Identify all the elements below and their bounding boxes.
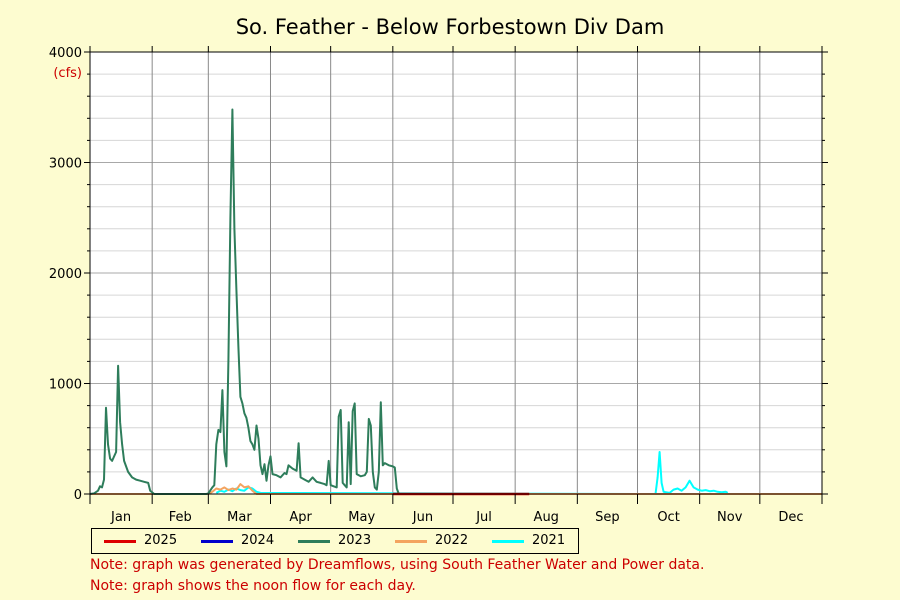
legend: 2025 2024 2023 2022 2021 <box>91 528 579 554</box>
series-line-2023 <box>89 108 516 495</box>
x-tick-label: May <box>348 510 375 525</box>
series-line-2021 <box>215 451 729 495</box>
x-tick-label: Feb <box>169 510 192 525</box>
note-noon-flow: Note: graph shows the noon flow for each… <box>90 578 416 594</box>
y-tick-label: 2000 <box>49 267 82 282</box>
x-tick-label: Jan <box>110 510 131 525</box>
x-tick-label: Aug <box>534 510 559 525</box>
y-tick-label: 0 <box>74 488 82 503</box>
legend-label-2024: 2024 <box>241 533 275 548</box>
x-tick-label: Jul <box>475 510 492 525</box>
y-tick-label: 4000 <box>49 46 82 61</box>
chart-title: So. Feather - Below Forbestown Div Dam <box>236 15 665 39</box>
x-tick-label: Dec <box>778 510 803 525</box>
x-tick-label: Sep <box>595 510 620 525</box>
legend-label-2023: 2023 <box>338 533 372 548</box>
legend-swatch-2023 <box>298 540 330 543</box>
legend-label-2021: 2021 <box>532 533 566 548</box>
legend-swatch-2024 <box>201 540 233 543</box>
note-data-source: Note: graph was generated by Dreamflows,… <box>90 557 705 573</box>
x-tick-label: Apr <box>289 510 312 525</box>
y-unit-label: (cfs) <box>53 66 82 81</box>
legend-label-2025: 2025 <box>144 533 178 548</box>
x-tick-label: Mar <box>227 510 252 525</box>
legend-swatch-2025 <box>104 540 136 543</box>
x-tick-label: Nov <box>717 510 743 525</box>
grid <box>90 52 822 494</box>
x-tick-label: Jun <box>412 510 433 525</box>
legend-swatch-2022 <box>395 540 427 543</box>
legend-label-2022: 2022 <box>435 533 469 548</box>
axes: 0 1000 2000 3000 4000 Jan Feb Mar Apr May Jun Jul Au… <box>49 46 828 525</box>
y-tick-label: 1000 <box>49 378 82 393</box>
x-tick-label: Oct <box>657 510 679 525</box>
y-tick-label: 3000 <box>49 157 82 172</box>
legend-swatch-2021 <box>492 540 524 543</box>
